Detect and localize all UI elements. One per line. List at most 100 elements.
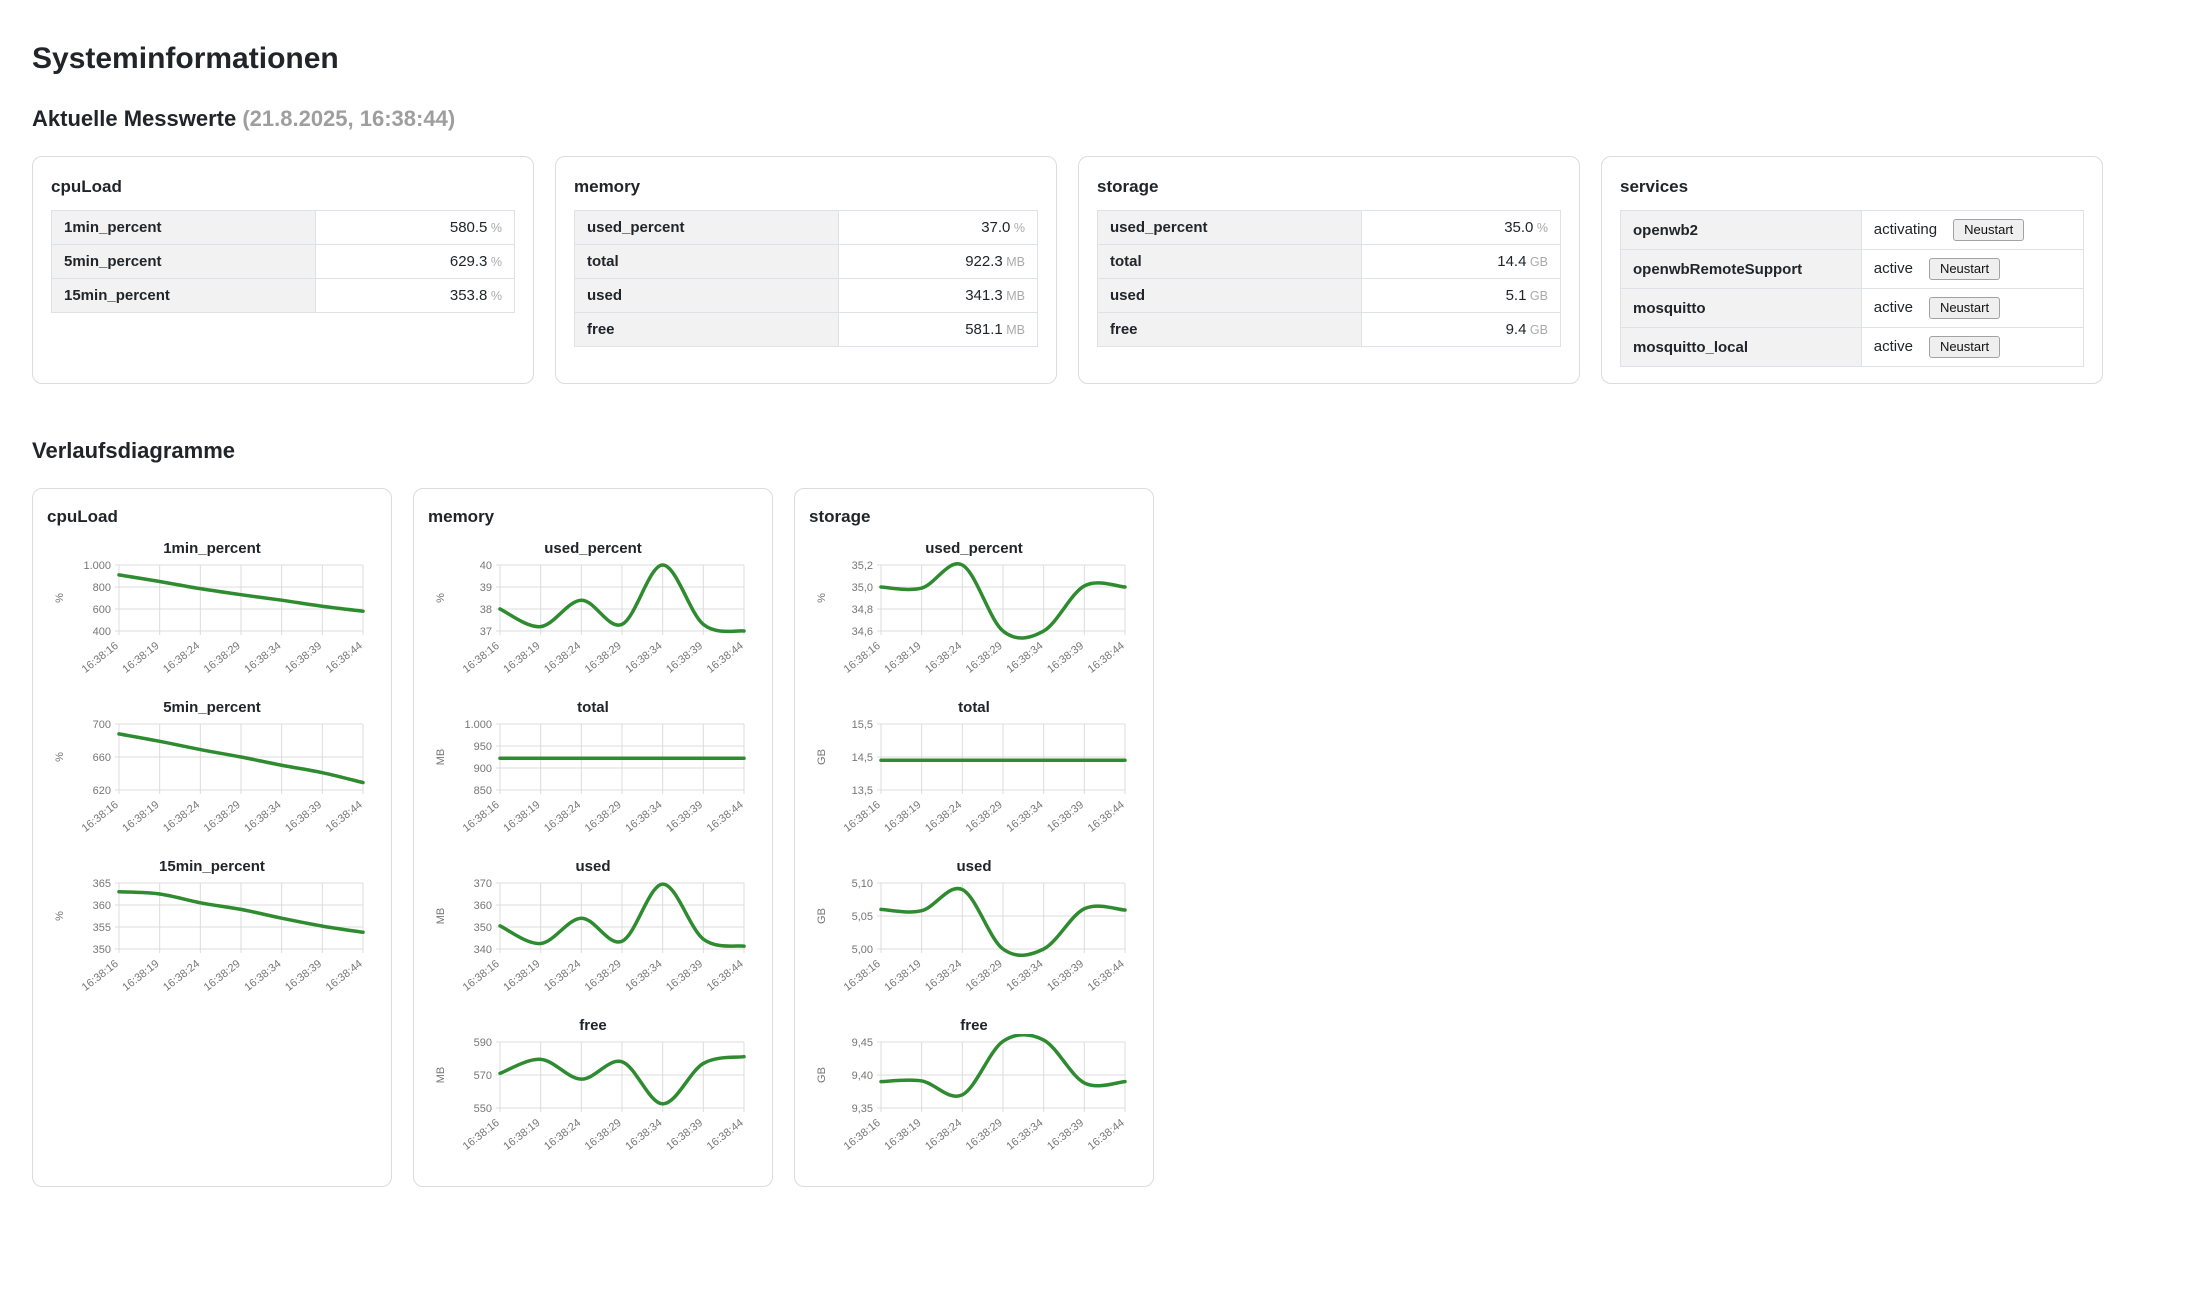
chart-block-used: used 370 360 350 340 MB 16:38:16 16:38:19 16:38:…: [428, 858, 758, 1009]
service-status: active: [1873, 260, 1913, 277]
svg-text:16:38:34: 16:38:34: [1004, 640, 1045, 676]
svg-text:16:38:19: 16:38:19: [882, 958, 923, 994]
card-title: services: [1620, 177, 1689, 196]
svg-text:16:38:39: 16:38:39: [664, 799, 705, 835]
neustart-button[interactable]: Neustart: [1953, 219, 2025, 241]
table-row: 1min_percent 580.5 %: [51, 210, 516, 245]
chart-holder: 370 360 350 340 MB 16:38:16 16:38:19 16:38:24 16…: [428, 875, 758, 1009]
services-card: services openwb2 activating Neustart openwbR…: [1601, 156, 2103, 384]
chart-holder: 365 360 355 350% 16:38:16 16:38:19 16:38:24 16:…: [47, 875, 377, 1009]
svg-text:570: 570: [474, 1070, 492, 1082]
metric-label: free: [1097, 312, 1362, 347]
svg-text:350: 350: [93, 944, 111, 956]
metric-value: 9.4 GB: [1360, 312, 1562, 347]
metric-label: used: [574, 278, 839, 313]
svg-text:340: 340: [474, 944, 492, 956]
service-status-cell: active Neustart: [1860, 249, 2085, 289]
svg-text:620: 620: [93, 785, 111, 797]
svg-text:16:38:39: 16:38:39: [283, 640, 324, 676]
svg-text:14,5: 14,5: [852, 752, 873, 764]
svg-text:16:38:19: 16:38:19: [120, 640, 161, 676]
chart-title: 15min_percent: [159, 858, 265, 875]
svg-text:16:38:39: 16:38:39: [1045, 640, 1086, 676]
svg-text:16:38:19: 16:38:19: [501, 1117, 542, 1153]
svg-text:550: 550: [474, 1103, 492, 1115]
chart-holder: 15,5 14,5 13,5 GB 16:38:16 16:38:19 16:38:24 16…: [809, 716, 1139, 850]
service-status: active: [1873, 338, 1913, 355]
service-name: openwb2: [1620, 210, 1862, 250]
svg-text:%: %: [54, 593, 66, 603]
svg-text:15,5: 15,5: [852, 719, 873, 731]
table-row: used 5.1 GB: [1097, 278, 1562, 313]
svg-text:16:38:44: 16:38:44: [324, 799, 365, 835]
svg-text:37: 37: [480, 626, 492, 638]
service-status-cell: active Neustart: [1860, 288, 2085, 328]
table-row: 5min_percent 629.3 %: [51, 244, 516, 279]
metric-number: 580.5: [449, 219, 488, 236]
line-chart: 35,235,034,834,6%16:38:16 16:38:19 16:38:2…: [816, 560, 1127, 676]
svg-text:16:38:16: 16:38:16: [842, 1117, 883, 1153]
metric-unit: %: [487, 221, 502, 235]
metric-unit: %: [487, 289, 502, 303]
svg-text:660: 660: [93, 752, 111, 764]
metric-label: used: [1097, 278, 1362, 313]
metric-unit: %: [487, 255, 502, 269]
metric-unit: GB: [1526, 289, 1548, 303]
card-title: storage: [809, 507, 871, 526]
metric-number: 37.0: [981, 219, 1011, 236]
metric-value: 341.3 MB: [837, 278, 1039, 313]
service-status-cell: activating Neustart: [1860, 210, 2085, 250]
svg-text:16:38:39: 16:38:39: [1045, 799, 1086, 835]
svg-text:16:38:34: 16:38:34: [623, 799, 664, 835]
metric-unit: MB: [1002, 323, 1025, 337]
svg-text:400: 400: [93, 626, 111, 638]
svg-text:16:38:34: 16:38:34: [242, 958, 283, 994]
svg-text:900: 900: [474, 763, 492, 775]
current-values-timestamp: (21.8.2025, 16:38:44): [242, 106, 456, 131]
chart-card-storage: storage used_percent 35,2 35,0 34,8 34,6% 16:3…: [794, 488, 1154, 1187]
svg-text:360: 360: [93, 900, 111, 912]
card-title: storage: [1097, 177, 1159, 196]
metric-label: used_percent: [1097, 210, 1362, 245]
svg-text:13,5: 13,5: [852, 785, 873, 797]
metric-value: 629.3 %: [314, 244, 516, 279]
svg-text:34,8: 34,8: [852, 604, 873, 616]
service-status: activating: [1873, 221, 1938, 238]
svg-text:16:38:29: 16:38:29: [583, 1117, 624, 1153]
chart-title: free: [960, 1017, 988, 1034]
svg-text:350: 350: [474, 922, 492, 934]
service-name: mosquitto: [1620, 288, 1862, 328]
svg-text:16:38:39: 16:38:39: [664, 958, 705, 994]
svg-text:16:38:16: 16:38:16: [80, 640, 121, 676]
neustart-button[interactable]: Neustart: [1928, 258, 2001, 280]
metric-card-memory: memory used_percent 37.0 % total 922.3 MB use…: [555, 156, 1057, 384]
metric-number: 353.8: [449, 287, 488, 304]
svg-text:16:38:44: 16:38:44: [705, 799, 746, 835]
neustart-button[interactable]: Neustart: [1928, 297, 2001, 319]
table-row: mosquitto active Neustart: [1620, 288, 2085, 328]
chart-block-free: free 9,45 9,40 9,35 GB 16:38:16 16:38:19 16:38:…: [809, 1017, 1139, 1168]
svg-text:16:38:39: 16:38:39: [1045, 1117, 1086, 1153]
table-row: mosquitto_local active Neustart: [1620, 327, 2085, 367]
service-status-cell: active Neustart: [1860, 327, 2085, 367]
svg-text:16:38:29: 16:38:29: [202, 958, 243, 994]
chart-holder: 700 660 620% 16:38:16 16:38:19 16:38:24 16:38:…: [47, 716, 377, 850]
svg-text:1.000: 1.000: [83, 560, 111, 572]
svg-text:16:38:34: 16:38:34: [623, 640, 664, 676]
neustart-button[interactable]: Neustart: [1928, 336, 2001, 358]
table-row: used 341.3 MB: [574, 278, 1039, 313]
svg-text:16:38:24: 16:38:24: [542, 799, 583, 835]
chart-block-5min_percent: 5min_percent 700 660 620% 16:38:16 16:38:19 16…: [47, 699, 377, 850]
chart-block-15min_percent: 15min_percent 365 360 355 350% 16:38:16 16:38:…: [47, 858, 377, 1009]
services-table: openwb2 activating Neustart openwbRemoteSup…: [1620, 210, 2085, 367]
svg-text:16:38:29: 16:38:29: [583, 799, 624, 835]
metric-number: 5.1: [1505, 287, 1527, 304]
chart-title: total: [577, 699, 609, 716]
svg-text:16:38:16: 16:38:16: [842, 799, 883, 835]
chart-title: used_percent: [544, 540, 642, 557]
svg-text:9,45: 9,45: [852, 1037, 873, 1049]
